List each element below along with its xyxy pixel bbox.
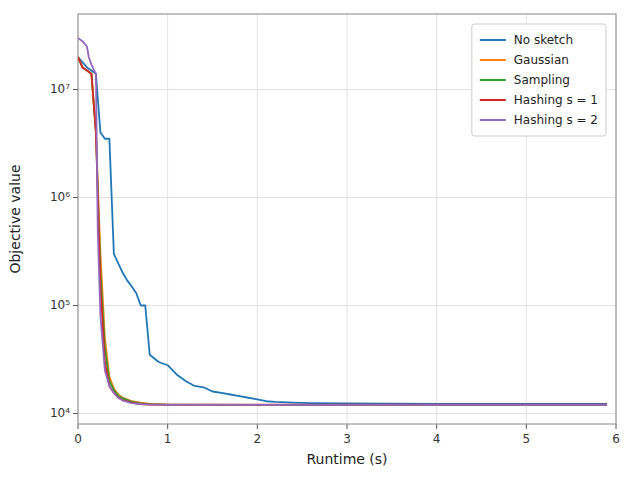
x-axis-label: Runtime (s)	[306, 451, 387, 467]
tick-label: 10⁷	[50, 82, 70, 96]
tick	[167, 424, 168, 429]
tick	[347, 424, 348, 429]
tick-label: 1	[164, 432, 172, 446]
legend-label: Hashing s = 2	[514, 113, 598, 127]
tick	[257, 424, 258, 429]
series-group	[78, 38, 607, 405]
series-line	[78, 38, 607, 405]
legend-swatch	[480, 59, 506, 61]
legend: No sketch Gaussian Sampling Hashing s = 1 Ha…	[472, 24, 606, 136]
legend-label: Hashing s = 1	[514, 93, 598, 107]
tick	[73, 305, 78, 306]
legend-label: Gaussian	[514, 53, 569, 67]
tick	[73, 413, 78, 414]
tick-label: 5	[523, 432, 531, 446]
legend-swatch	[480, 99, 506, 101]
tick	[78, 424, 79, 429]
tick	[526, 424, 527, 429]
tick	[73, 197, 78, 198]
tick-label: 4	[433, 432, 441, 446]
tick	[73, 89, 78, 90]
grid-line	[347, 14, 348, 424]
legend-swatch	[480, 119, 506, 121]
legend-box	[472, 24, 606, 136]
legend-swatch	[480, 79, 506, 81]
tick-label: 10⁵	[50, 298, 70, 312]
chart: 10⁴ 10⁵ 10⁶ 10⁷ 0 1 2 3 4 5 6 Runtime (s) Objective …	[0, 0, 632, 478]
legend-label: No sketch	[514, 33, 573, 47]
tick-label: 0	[74, 432, 82, 446]
grid-line	[167, 14, 168, 424]
tick-label: 6	[612, 432, 620, 446]
y-axis-label: Objective value	[7, 164, 23, 273]
tick-label: 3	[343, 432, 351, 446]
tick	[616, 424, 617, 429]
tick-label: 10⁴	[50, 406, 70, 420]
grid	[78, 14, 616, 424]
plot-frame	[78, 14, 616, 424]
axes: 10⁴ 10⁵ 10⁶ 10⁷ 0 1 2 3 4 5 6	[50, 14, 620, 446]
grid-line	[257, 14, 258, 424]
tick-label: 10⁶	[50, 190, 70, 204]
legend-label: Sampling	[514, 73, 570, 87]
grid-line	[436, 14, 437, 424]
tick-label: 2	[254, 432, 262, 446]
legend-swatch	[480, 39, 506, 41]
tick	[436, 424, 437, 429]
